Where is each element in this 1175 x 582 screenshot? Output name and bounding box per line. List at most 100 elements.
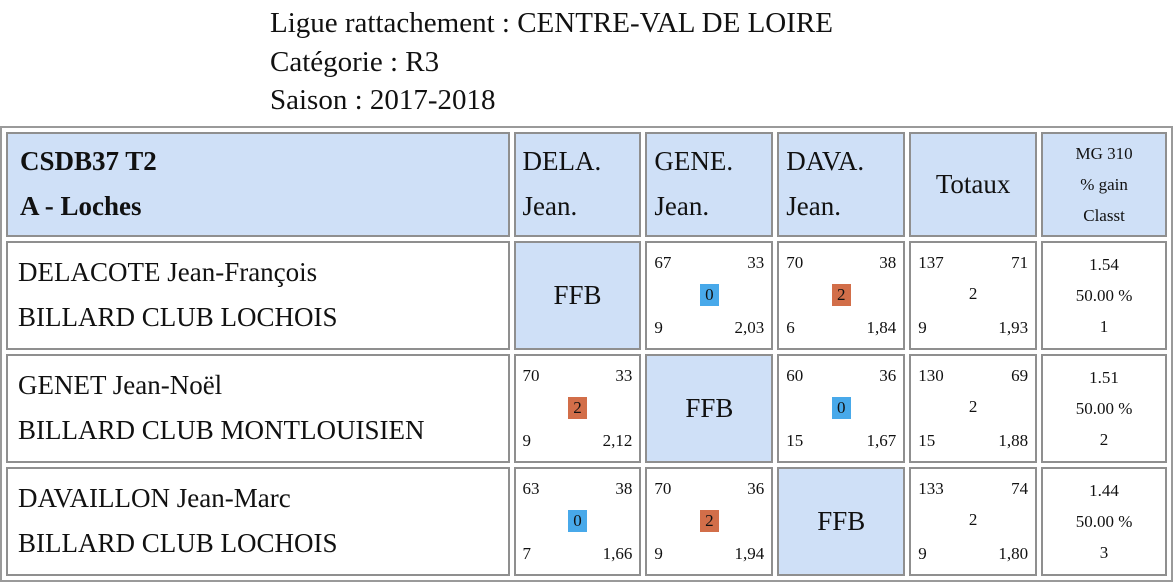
player-row: DELACOTE Jean-François BILLARD CLUB LOCHO… — [6, 240, 1167, 350]
opponent-firstname: Jean. — [786, 191, 842, 222]
total-average: 1,93 — [998, 318, 1029, 338]
innings-points: 38 — [615, 479, 633, 499]
total-match-points: 2 — [968, 510, 978, 530]
saison-line: Saison : 2017-2018 — [270, 84, 496, 116]
mg-cell: 1.51 50.00 % 2 — [1041, 353, 1167, 463]
match-result-badge: 0 — [699, 284, 719, 307]
general-average: 1.44 — [1089, 480, 1119, 500]
total-points: 130 — [918, 366, 944, 386]
match-score: 67 33 0 9 2,03 — [647, 243, 771, 347]
points: 70 — [786, 253, 804, 273]
innings-points: 38 — [879, 253, 897, 273]
opponent-header-2: GENE. Jean. — [645, 132, 774, 237]
total-average: 1,80 — [998, 544, 1029, 564]
high-run: 9 — [654, 318, 663, 338]
innings-points: 36 — [747, 479, 765, 499]
total-innings: 69 — [1011, 366, 1029, 386]
page-header: Ligue rattachement : CENTRE-VAL DE LOIRE… — [270, 4, 833, 120]
gain-percent: 50.00 % — [1075, 285, 1133, 305]
player-club: BILLARD CLUB LOCHOIS — [18, 302, 338, 333]
total-innings: 74 — [1011, 479, 1029, 499]
average: 1,66 — [602, 544, 633, 564]
player-name: DAVAILLON Jean-Marc — [18, 483, 291, 514]
match-score: 70 33 2 9 2,12 — [516, 356, 640, 460]
match-cell: 70 36 2 9 1,94 — [645, 466, 774, 576]
totals-cell: 130 69 2 15 1,88 — [909, 353, 1038, 463]
gain-percent: 50.00 % — [1075, 511, 1133, 531]
player-name: DELACOTE Jean-François — [18, 257, 318, 288]
ligue-line: Ligue rattachement : CENTRE-VAL DE LOIRE — [270, 7, 833, 39]
match-cell: 63 38 0 7 1,66 — [513, 466, 642, 576]
results-table: CSDB37 T2 A - Loches DELA. Jean. GENE. J… — [0, 126, 1173, 582]
match-result-badge: 2 — [567, 397, 587, 420]
gain-label: % gain — [1080, 174, 1128, 194]
average: 1,67 — [866, 431, 897, 451]
match-result-badge: 2 — [831, 284, 851, 307]
match-cell: 60 36 0 15 1,67 — [777, 353, 906, 463]
totals-cell: 133 74 2 9 1,80 — [909, 466, 1038, 576]
total-innings: 71 — [1011, 253, 1029, 273]
match-cell: 70 33 2 9 2,12 — [513, 353, 642, 463]
innings-points: 33 — [615, 366, 633, 386]
ranking: 1 — [1099, 316, 1109, 336]
opponent-header-3: DAVA. Jean. — [777, 132, 906, 237]
player-row: DAVAILLON Jean-Marc BILLARD CLUB LOCHOIS 6… — [6, 466, 1167, 576]
totals-score: 137 71 2 9 1,93 — [911, 243, 1035, 347]
ffb-cell: FFB — [777, 466, 906, 576]
ffb-cell: FFB — [645, 353, 774, 463]
totals-cell: 137 71 2 9 1,93 — [909, 240, 1038, 350]
points: 60 — [786, 366, 804, 386]
ffb-cell: FFB — [513, 240, 642, 350]
total-average: 1,88 — [998, 431, 1029, 451]
opponent-abbr: GENE. — [654, 146, 734, 177]
match-result-badge: 2 — [699, 510, 719, 533]
high-run: 7 — [522, 544, 532, 564]
totals-score: 133 74 2 9 1,80 — [911, 469, 1035, 573]
total-match-points: 2 — [968, 397, 978, 417]
match-score: 63 38 0 7 1,66 — [516, 469, 640, 573]
mg-label: MG 310 — [1075, 143, 1133, 163]
total-high-run: 15 — [918, 431, 936, 451]
match-score: 70 36 2 9 1,94 — [647, 469, 771, 573]
high-run: 6 — [786, 318, 795, 338]
ranking: 2 — [1099, 429, 1109, 449]
match-result-badge: 0 — [831, 397, 851, 420]
opponent-header-1: DELA. Jean. — [513, 132, 642, 237]
innings-points: 33 — [747, 253, 765, 273]
totals-score: 130 69 2 15 1,88 — [911, 356, 1035, 460]
mg-cell: 1.44 50.00 % 3 — [1041, 466, 1167, 576]
team-location: A - Loches — [20, 191, 142, 222]
match-cell: 67 33 0 9 2,03 — [645, 240, 774, 350]
player-name: GENET Jean-Noël — [18, 370, 223, 401]
total-points: 137 — [918, 253, 944, 273]
header-row: CSDB37 T2 A - Loches DELA. Jean. GENE. J… — [6, 132, 1167, 237]
total-match-points: 2 — [968, 284, 978, 304]
total-high-run: 9 — [918, 318, 927, 338]
average: 1,84 — [866, 318, 897, 338]
average: 1,94 — [734, 544, 765, 564]
opponent-firstname: Jean. — [654, 191, 710, 222]
match-score: 60 36 0 15 1,67 — [779, 356, 903, 460]
average: 2,03 — [734, 318, 765, 338]
team-name: CSDB37 T2 — [20, 146, 157, 177]
points: 70 — [522, 366, 540, 386]
totaux-header: Totaux — [909, 132, 1038, 237]
opponent-firstname: Jean. — [522, 191, 578, 222]
points: 67 — [654, 253, 672, 273]
gain-percent: 50.00 % — [1075, 398, 1133, 418]
player-cell: DAVAILLON Jean-Marc BILLARD CLUB LOCHOIS — [6, 466, 510, 576]
match-result-badge: 0 — [567, 510, 587, 533]
mg-header: MG 310 % gain Classt — [1041, 132, 1167, 237]
high-run: 9 — [522, 431, 532, 451]
total-points: 133 — [918, 479, 944, 499]
average: 2,12 — [602, 431, 633, 451]
player-club: BILLARD CLUB LOCHOIS — [18, 528, 338, 559]
player-cell: DELACOTE Jean-François BILLARD CLUB LOCHO… — [6, 240, 510, 350]
total-high-run: 9 — [918, 544, 927, 564]
opponent-abbr: DAVA. — [786, 146, 865, 177]
mg-cell: 1.54 50.00 % 1 — [1041, 240, 1167, 350]
match-score: 70 38 2 6 1,84 — [779, 243, 903, 347]
ranking: 3 — [1099, 542, 1109, 562]
player-club: BILLARD CLUB MONTLOUISIEN — [18, 415, 425, 446]
general-average: 1.51 — [1089, 367, 1119, 387]
